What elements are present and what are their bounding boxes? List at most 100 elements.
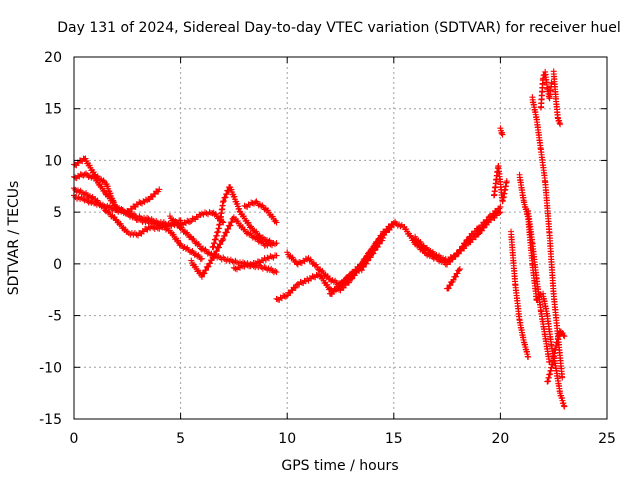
x-tick-label: 5	[176, 431, 185, 447]
data-point	[525, 353, 532, 360]
data-point	[267, 239, 274, 246]
data-point	[445, 285, 452, 292]
series-trace-h	[230, 252, 280, 273]
y-tick-label: -5	[48, 309, 62, 325]
x-tick-label: 20	[491, 431, 509, 447]
data-point	[219, 237, 226, 244]
data-point	[450, 276, 457, 283]
data-point	[258, 235, 265, 242]
data-point	[227, 222, 234, 229]
data-point	[273, 252, 280, 259]
series-trace-q	[508, 228, 532, 360]
data-point	[365, 257, 372, 264]
data-point	[367, 254, 374, 261]
data-point	[210, 254, 217, 261]
x-tick-label: 25	[598, 431, 616, 447]
data-point	[296, 259, 303, 266]
chart-title: Day 131 of 2024, Sidereal Day-to-day VTE…	[57, 20, 620, 36]
data-point	[232, 257, 239, 264]
data-point	[198, 273, 205, 280]
data-point	[212, 251, 219, 258]
data-point	[81, 191, 88, 198]
data-point	[380, 235, 387, 241]
data-point	[561, 333, 568, 340]
data-point	[217, 241, 224, 248]
data-point	[222, 194, 229, 201]
data-point	[207, 260, 214, 267]
data-point	[372, 247, 379, 254]
data-point	[350, 268, 357, 275]
data-point	[282, 293, 289, 300]
data-point	[292, 284, 299, 291]
data-point	[336, 283, 343, 290]
data-point	[560, 332, 567, 339]
series-trace-p	[497, 125, 506, 138]
data-point	[205, 263, 212, 270]
tick-labels: 0 5 10 15 20 25 -15 -10 -5 0 5 10 15 20	[39, 50, 616, 447]
data-point	[81, 171, 88, 178]
x-tick-label: 15	[385, 431, 403, 447]
series-trace-g	[209, 184, 276, 251]
data-point	[497, 209, 504, 216]
data-point	[397, 223, 404, 230]
data-point	[90, 169, 97, 176]
data-point	[360, 264, 367, 271]
series-trace-t	[529, 94, 566, 381]
data-point	[346, 274, 353, 281]
x-axis-label: GPS time / hours	[281, 458, 398, 474]
y-tick-label: -10	[39, 360, 62, 376]
data-point	[452, 273, 459, 280]
series-trace-i	[241, 198, 280, 226]
series-trace-x	[550, 68, 564, 128]
data-point	[225, 225, 232, 232]
y-tick-label: 10	[44, 153, 62, 169]
data-point	[434, 253, 441, 260]
data-point	[475, 231, 482, 238]
grid	[74, 57, 607, 419]
data-point	[330, 278, 337, 285]
data-point	[223, 229, 230, 236]
data-point	[254, 258, 261, 265]
data-point	[221, 232, 228, 239]
x-tick-label: 0	[70, 431, 79, 447]
y-tick-label: 15	[44, 102, 62, 118]
series-trace-k	[284, 221, 397, 288]
data-point	[150, 224, 157, 231]
data-point	[272, 268, 279, 275]
data-point	[129, 212, 136, 219]
data-point	[374, 243, 381, 250]
data-point	[112, 216, 119, 223]
data-point	[268, 253, 275, 260]
data-point	[346, 279, 353, 286]
data-point	[269, 240, 276, 247]
data-point	[273, 219, 280, 226]
data-point	[232, 265, 239, 272]
data-point	[499, 131, 506, 138]
data-point	[297, 279, 304, 286]
data-point	[230, 264, 237, 271]
data-point	[136, 199, 143, 206]
data-point	[234, 200, 241, 207]
series-trace-j	[273, 203, 504, 303]
series-trace-d	[71, 192, 184, 229]
y-tick-label: -15	[39, 412, 62, 428]
data-point	[358, 267, 365, 274]
data-point	[198, 255, 205, 262]
data-point	[215, 244, 222, 251]
data-point	[376, 240, 383, 247]
data-point	[548, 79, 555, 86]
y-axis-label: SDTVAR / TECUs	[6, 181, 22, 296]
data-point	[281, 293, 288, 300]
data-point	[144, 226, 151, 233]
data-point	[249, 200, 256, 207]
data-point	[223, 190, 230, 197]
data-point	[187, 233, 194, 240]
data-point	[213, 248, 220, 255]
data-point	[456, 267, 463, 274]
data-point	[463, 242, 470, 249]
data-point	[313, 271, 320, 278]
data-point	[220, 236, 227, 243]
axis-ticks	[73, 56, 608, 420]
data-point	[370, 250, 377, 257]
